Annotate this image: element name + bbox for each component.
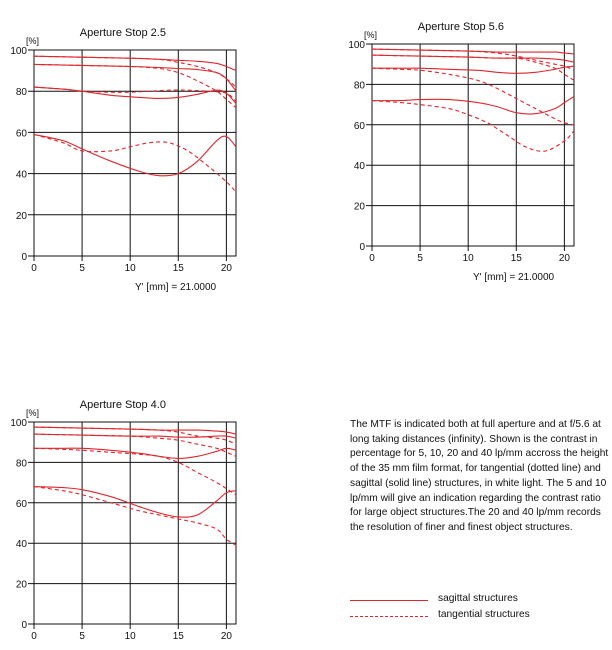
x-axis-label: Y' [mm] = 21.0000 xyxy=(135,282,217,293)
tangential-curve-1 xyxy=(33,55,237,88)
x-tick-label: 20 xyxy=(559,253,571,264)
x-tick-label: 5 xyxy=(417,253,423,264)
sagittal-curve-4 xyxy=(33,486,237,518)
x-tick-label: 0 xyxy=(31,263,37,274)
y-tick-label: 0 xyxy=(21,620,27,631)
legend-item-sagittal: sagittal structures xyxy=(350,593,610,607)
x-tick-label: 0 xyxy=(369,253,375,264)
x-tick-label: 0 xyxy=(31,631,37,642)
legend-item-tangential: tangential structures xyxy=(350,609,610,623)
x-tick-label: 5 xyxy=(79,631,85,642)
tangential-curve-3 xyxy=(371,67,575,126)
sagittal-curve-3 xyxy=(34,447,237,459)
chart-title: Aperture Stop 4.0 xyxy=(80,399,166,411)
y-tick-label: 0 xyxy=(359,242,365,253)
tangential-curve-1 xyxy=(371,48,575,71)
y-axis-unit: [%] xyxy=(364,30,377,40)
y-tick-label: 40 xyxy=(16,170,28,181)
mtf-chart-aperture-2-5: Aperture Stop 2.5 0 20 40 60 80 100 0 5 10 15 20 [%]… xyxy=(10,27,237,293)
x-tick-label: 5 xyxy=(79,263,85,274)
y-tick-label: 40 xyxy=(16,539,28,550)
chart-title: Aperture Stop 5.6 xyxy=(418,21,504,33)
y-tick-label: 20 xyxy=(354,202,366,213)
y-tick-label: 100 xyxy=(10,418,27,429)
tangential-curve-2 xyxy=(371,54,575,81)
sagittal-curve-4 xyxy=(33,133,237,177)
x-axis-label: Y' [mm] = 21.0000 xyxy=(473,272,555,283)
x-tick-label: 15 xyxy=(511,253,523,264)
tangential-curve-4 xyxy=(371,100,575,152)
sagittal-curve-1 xyxy=(371,48,575,55)
y-tick-label: 80 xyxy=(16,458,28,469)
x-tick-label: 10 xyxy=(125,631,137,642)
tangential-curve-2 xyxy=(33,63,237,109)
x-tick-label: 15 xyxy=(173,631,185,642)
chart-title: Aperture Stop 2.5 xyxy=(80,27,166,39)
mtf-description: The MTF is indicated both at full apertu… xyxy=(350,419,609,533)
y-tick-label: 100 xyxy=(10,46,27,57)
legend-label-sagittal: sagittal structures xyxy=(438,593,518,604)
y-tick-label: 20 xyxy=(16,211,28,222)
tangential-curve-3 xyxy=(33,447,237,496)
sagittal-curve-3 xyxy=(371,65,575,74)
sagittal-curve-4 xyxy=(371,96,575,115)
y-axis-unit: [%] xyxy=(26,408,39,418)
legend: sagittal structures tangential structure… xyxy=(350,590,610,624)
y-tick-label: 0 xyxy=(21,252,27,263)
tangential-curve-3 xyxy=(33,86,237,102)
legend-swatch-dashed xyxy=(350,616,428,617)
y-tick-label: 60 xyxy=(354,121,366,132)
x-tick-label: 20 xyxy=(221,631,233,642)
x-tick-label: 20 xyxy=(221,263,233,274)
x-tick-label: 10 xyxy=(463,253,475,264)
y-tick-label: 60 xyxy=(16,128,28,139)
sagittal-curve-1 xyxy=(33,426,237,435)
mtf-chart-aperture-4-0: Aperture Stop 4.0 0 20 40 60 80 100 0 5 10 15 20 [%]… xyxy=(10,399,237,642)
mtf-chart-aperture-5-6: Aperture Stop 5.6 0 20 40 60 80 100 0 5 10 15 20 [%]… xyxy=(348,21,575,283)
y-tick-label: 20 xyxy=(16,580,28,591)
sagittal-curve-2 xyxy=(33,63,237,92)
tangential-curve-1 xyxy=(33,426,237,445)
sagittal-curve-2 xyxy=(33,433,237,439)
y-tick-label: 40 xyxy=(354,161,366,172)
plot-frame xyxy=(33,421,237,625)
sagittal-curve-1 xyxy=(33,55,237,72)
y-tick-label: 80 xyxy=(16,87,28,98)
tangential-curve-4 xyxy=(33,133,237,193)
y-tick-label: 100 xyxy=(348,40,365,51)
x-tick-label: 15 xyxy=(173,263,185,274)
y-tick-label: 60 xyxy=(16,499,28,510)
tangential-curve-4 xyxy=(33,486,237,546)
plot-frame xyxy=(33,49,237,257)
legend-swatch-solid xyxy=(350,600,428,601)
tangential-curve-2 xyxy=(33,433,237,457)
x-tick-label: 10 xyxy=(125,263,137,274)
legend-label-tangential: tangential structures xyxy=(438,609,530,620)
y-tick-label: 80 xyxy=(354,80,366,91)
sagittal-curve-2 xyxy=(371,54,575,63)
plot-frame xyxy=(371,43,575,247)
y-axis-unit: [%] xyxy=(26,36,39,46)
